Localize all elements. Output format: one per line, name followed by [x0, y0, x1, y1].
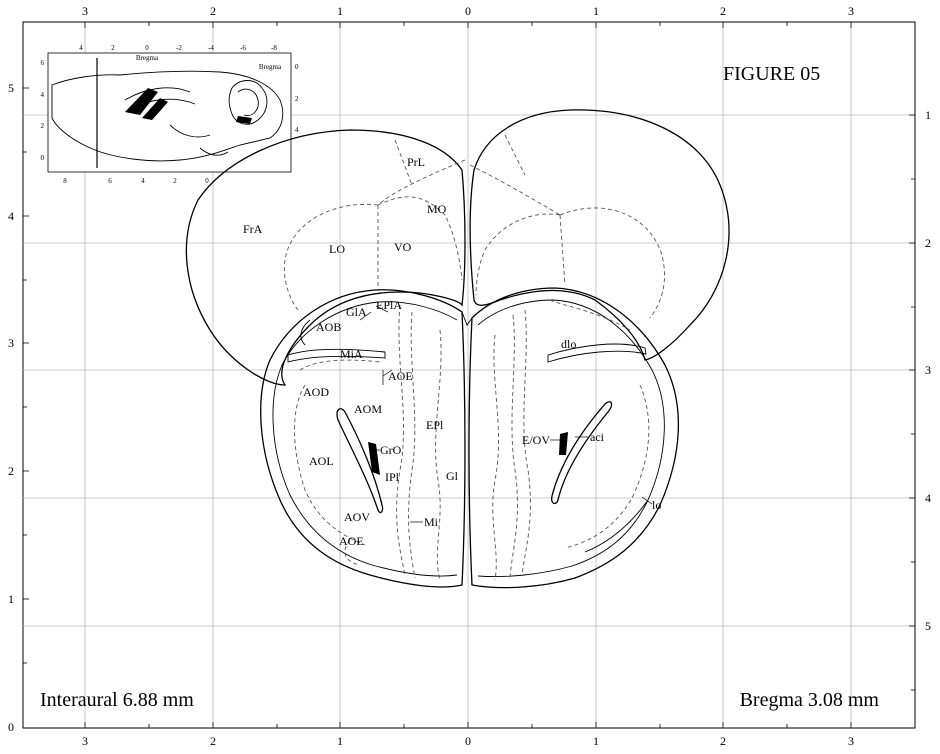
top-tick: 1	[593, 4, 599, 18]
left-axis: 5 4 3 2 1 0	[8, 81, 14, 734]
figure-title: FIGURE 05	[723, 63, 820, 85]
left-olfactory-bulb	[260, 289, 466, 588]
inset-sagittal: 4 2 0 -2 -4 -6 -8 Bregma Bregma 6 4 2 0 …	[41, 44, 300, 185]
label-aoe-upper: AOE	[388, 369, 413, 383]
bottom-tick: 0	[465, 734, 471, 748]
label-miA: MiA	[340, 347, 363, 361]
bottom-tick: 1	[593, 734, 599, 748]
label-vo: VO	[394, 240, 412, 254]
right-tick: 2	[925, 236, 931, 250]
right-axis: 1 2 3 4 5	[925, 108, 931, 633]
inset-top-tick: 2	[111, 44, 115, 52]
bottom-tick: 3	[848, 734, 854, 748]
bottom-tick: 3	[82, 734, 88, 748]
grid	[23, 22, 915, 728]
inset-bottom-tick: 8	[63, 177, 67, 185]
label-epl: EPl	[426, 418, 444, 432]
left-tick: 5	[8, 81, 14, 95]
inset-bregma-top: Bregma	[136, 54, 159, 62]
tick-marks	[23, 22, 915, 728]
top-tick: 3	[82, 4, 88, 18]
label-aol: AOL	[309, 454, 334, 468]
top-tick: 3	[848, 4, 854, 18]
inset-left-tick: 0	[41, 154, 45, 162]
region-labels: FrA PrL MO LO VO GlA EPlA AOB MiA AOE AO…	[243, 155, 661, 548]
right-tick: 5	[925, 619, 931, 633]
left-tick: 0	[8, 720, 14, 734]
inset-top-tick: -4	[208, 44, 214, 52]
right-frontal-cortex	[469, 109, 730, 361]
left-tick: 1	[8, 592, 14, 606]
left-tick: 2	[8, 464, 14, 478]
left-tick: 4	[8, 209, 14, 223]
coronal-section	[185, 109, 730, 589]
label-dlo: dlo	[561, 337, 576, 351]
label-e-ov: E/OV	[522, 433, 550, 447]
label-aoe-lower: AOE	[339, 534, 364, 548]
label-glA: GlA	[346, 305, 367, 319]
inset-left-tick: 2	[41, 122, 45, 130]
left-grO-fill	[368, 442, 380, 475]
right-e-ov-fill	[559, 432, 568, 455]
inset-top-tick: -2	[176, 44, 182, 52]
bregma-caption: Bregma 3.08 mm	[740, 689, 880, 711]
inset-left-tick: 6	[41, 59, 45, 67]
label-aov: AOV	[344, 510, 370, 524]
interaural-caption: Interaural 6.88 mm	[40, 689, 194, 711]
bottom-axis: 3 2 1 0 1 2 3	[82, 734, 854, 748]
bottom-tick: 2	[720, 734, 726, 748]
label-gl: Gl	[446, 469, 459, 483]
left-frontal-cortex	[185, 129, 466, 386]
right-lamina	[550, 401, 613, 505]
plate-frame	[22, 21, 916, 729]
right-tick: 1	[925, 108, 931, 122]
bottom-tick: 1	[337, 734, 343, 748]
inset-top-tick: 0	[145, 44, 149, 52]
label-eplA: EPlA	[376, 298, 402, 312]
top-tick: 0	[465, 4, 471, 18]
right-olfactory-bulb	[468, 287, 680, 589]
inset-bottom-tick: 2	[173, 177, 177, 185]
inset-top-tick: -8	[271, 44, 277, 52]
top-axis: 3 2 1 0 1 2 3	[82, 4, 854, 18]
top-tick: 1	[337, 4, 343, 18]
label-aod: AOD	[303, 385, 329, 399]
inset-right-tick: 2	[295, 95, 299, 103]
label-grO: GrO	[380, 443, 402, 457]
label-mo: MO	[427, 202, 447, 216]
right-tick: 4	[925, 491, 931, 505]
left-lamina	[336, 408, 384, 514]
label-ipl: IPl	[385, 470, 400, 484]
label-aom: AOM	[354, 402, 382, 416]
inset-top-tick: -6	[240, 44, 246, 52]
bottom-tick: 2	[210, 734, 216, 748]
left-tick: 3	[8, 336, 14, 350]
inset-right-tick: 0	[295, 63, 299, 71]
label-lo: LO	[329, 242, 345, 256]
inset-top-tick: 4	[79, 44, 83, 52]
label-aci: aci	[590, 430, 605, 444]
label-aob: AOB	[316, 320, 341, 334]
inset-bottom-tick: 6	[108, 177, 112, 185]
label-frA: FrA	[243, 222, 263, 236]
label-lo-tract: lo	[652, 498, 661, 512]
label-mi: Mi	[424, 515, 439, 529]
inset-bottom-tick: 0	[205, 177, 209, 185]
right-tick: 3	[925, 363, 931, 377]
leader-lines	[359, 305, 653, 523]
top-tick: 2	[720, 4, 726, 18]
inset-bottom-tick: 4	[141, 177, 145, 185]
inset-left-tick: 4	[41, 91, 45, 99]
label-prL: PrL	[407, 155, 425, 169]
inset-bregma-right: Bregma	[259, 63, 282, 71]
top-tick: 2	[210, 4, 216, 18]
inset-right-tick: 4	[295, 126, 299, 134]
